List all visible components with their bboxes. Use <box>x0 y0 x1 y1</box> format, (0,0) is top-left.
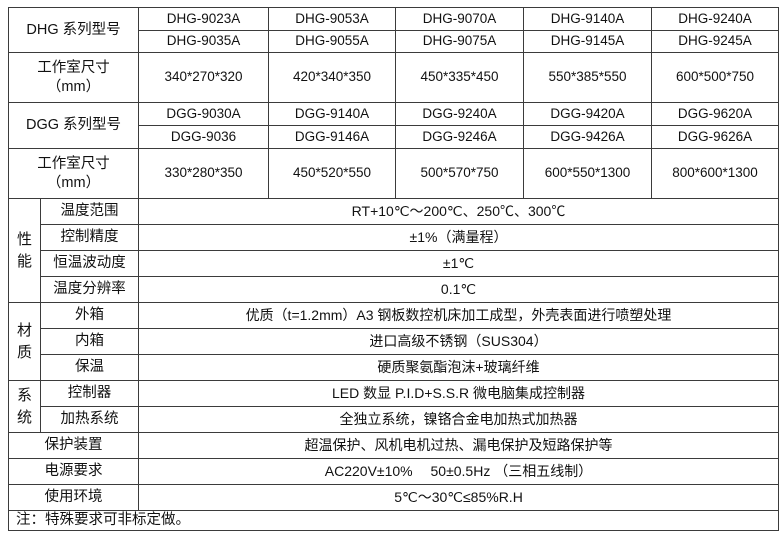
dhg-model-cell: DHG-9075A <box>395 30 524 53</box>
table-row: 恒温波动度 ±1℃ <box>9 250 779 277</box>
spec-value: ±1%（满量程） <box>138 224 779 251</box>
spec-value: ±1℃ <box>138 250 779 277</box>
dgg-model-cell: DGG-9036 <box>138 125 269 149</box>
table-row: DHG 系列型号 DHG-9023A DHG-9053A DHG-9070A D… <box>8 7 779 53</box>
table-row: DGG-9036 DGG-9146A DGG-9246A DGG-9426A D… <box>9 125 779 149</box>
dhg-model-cell: DHG-9053A <box>268 7 396 31</box>
dhg-dims-cell: 450*335*450 <box>395 52 524 103</box>
spec-value: 0.1℃ <box>138 276 779 303</box>
dhg-dims-cell: 340*270*320 <box>138 52 269 103</box>
dgg-model-cell: DGG-9146A <box>268 125 396 149</box>
table-row: DGG 系列型号 DGG-9030A DGG-9140A DGG-9240A D… <box>8 102 779 149</box>
table-row: 工作室尺寸 （mm） 340*270*320 420*340*350 450*3… <box>8 52 779 103</box>
table-row: 性能 温度范围 RT+10℃～200℃、250℃、300℃ <box>8 198 779 303</box>
spec-table: DHG 系列型号 DHG-9023A DHG-9053A DHG-9070A D… <box>8 7 779 531</box>
table-row: 控制精度 ±1%（满量程） <box>9 224 779 251</box>
dhg-model-cell: DHG-9055A <box>268 30 396 53</box>
spec-name: 控制器 <box>40 380 139 407</box>
table-row: 保护装置 超温保护、风机电机过热、漏电保护及短路保护等 <box>8 432 779 459</box>
dgg-model-cell: DGG-9240A <box>395 102 524 126</box>
spec-value: 全独立系统，镍铬合金电加热式加热器 <box>138 406 779 433</box>
table-row: 温度分辨率 0.1℃ <box>9 276 779 303</box>
table-row: 材质 外箱 优质（t=1.2mm）A3 钢板数控机床加工成型，外壳表面进行喷塑处… <box>8 302 779 381</box>
footnote: 注：特殊要求可非标定做。 <box>8 510 779 531</box>
spec-value: RT+10℃～200℃、250℃、300℃ <box>138 198 779 225</box>
dgg-series-header: DGG 系列型号 <box>8 102 139 149</box>
dhg-dims-cell: 600*500*750 <box>651 52 779 103</box>
dgg-dims-cell: 450*520*550 <box>268 148 396 199</box>
dhg-dims-header: 工作室尺寸 （mm） <box>8 52 139 103</box>
table-row: 工作室尺寸 （mm） 330*280*350 450*520*550 500*5… <box>8 148 779 199</box>
spec-value: 超温保护、风机电机过热、漏电保护及短路保护等 <box>138 432 779 459</box>
dgg-dims-header: 工作室尺寸 （mm） <box>8 148 139 199</box>
spec-name: 加热系统 <box>40 406 139 433</box>
dims-label-line1: 工作室尺寸 <box>37 60 110 77</box>
spec-name: 内箱 <box>40 328 139 355</box>
dhg-model-cell: DHG-9245A <box>651 30 779 53</box>
spec-name: 电源要求 <box>8 458 139 485</box>
spec-value: LED 数显 P.I.D+S.S.R 微电脑集成控制器 <box>138 380 779 407</box>
group-label-performance: 性能 <box>8 198 41 303</box>
dgg-model-cell: DGG-9140A <box>268 102 396 126</box>
spec-value: AC220V±10% 50±0.5Hz （三相五线制） <box>138 458 779 485</box>
dims-label-line1: 工作室尺寸 <box>37 156 110 173</box>
dhg-model-cell: DHG-9035A <box>138 30 269 53</box>
dgg-model-cell: DGG-9426A <box>523 125 652 149</box>
dgg-dims-cell: 330*280*350 <box>138 148 269 199</box>
dhg-dims-cell: 420*340*350 <box>268 52 396 103</box>
group-label-material: 材质 <box>8 302 41 381</box>
dgg-dims-cell: 800*600*1300 <box>651 148 779 199</box>
spec-name: 温度范围 <box>40 198 139 225</box>
table-row: 系统 控制器 LED 数显 P.I.D+S.S.R 微电脑集成控制器 <box>8 380 779 433</box>
dgg-model-cell: DGG-9030A <box>138 102 269 126</box>
spec-value: 优质（t=1.2mm）A3 钢板数控机床加工成型，外壳表面进行喷塑处理 <box>138 302 779 329</box>
dgg-dims-cell: 500*570*750 <box>395 148 524 199</box>
spec-name: 温度分辨率 <box>40 276 139 303</box>
spec-name: 恒温波动度 <box>40 250 139 277</box>
table-row: 注：特殊要求可非标定做。 <box>8 510 779 531</box>
spec-name: 保温 <box>40 354 139 381</box>
table-row: 电源要求 AC220V±10% 50±0.5Hz （三相五线制） <box>8 458 779 485</box>
dhg-model-cell: DHG-9145A <box>523 30 652 53</box>
dhg-model-cell: DHG-9023A <box>138 7 269 31</box>
dims-label-line2: （mm） <box>46 78 101 95</box>
dgg-dims-cell: 600*550*1300 <box>523 148 652 199</box>
dhg-dims-cell: 550*385*550 <box>523 52 652 103</box>
dhg-series-header: DHG 系列型号 <box>8 7 139 53</box>
table-row: 内箱 进口高级不锈钢（SUS304） <box>9 328 779 355</box>
spec-name: 使用环境 <box>8 484 139 511</box>
spec-name: 外箱 <box>40 302 139 329</box>
table-row: 保温 硬质聚氨酯泡沫+玻璃纤维 <box>9 354 779 381</box>
spec-value: 5℃～30℃≤85%R.H <box>138 484 779 511</box>
dgg-model-cell: DGG-9626A <box>651 125 779 149</box>
spec-name: 控制精度 <box>40 224 139 251</box>
spec-value: 进口高级不锈钢（SUS304） <box>138 328 779 355</box>
table-row: DHG-9035A DHG-9055A DHG-9075A DHG-9145A … <box>9 30 779 53</box>
dhg-model-cell: DHG-9140A <box>523 7 652 31</box>
group-label-system: 系统 <box>8 380 41 433</box>
dgg-model-cell: DGG-9246A <box>395 125 524 149</box>
table-row: 使用环境 5℃～30℃≤85%R.H <box>8 484 779 511</box>
dhg-model-cell: DHG-9240A <box>651 7 779 31</box>
table-row: 加热系统 全独立系统，镍铬合金电加热式加热器 <box>9 406 779 433</box>
spec-value: 硬质聚氨酯泡沫+玻璃纤维 <box>138 354 779 381</box>
spec-name: 保护装置 <box>8 432 139 459</box>
dhg-model-cell: DHG-9070A <box>395 7 524 31</box>
dgg-model-cell: DGG-9620A <box>651 102 779 126</box>
dims-label-line2: （mm） <box>46 174 101 191</box>
dgg-model-cell: DGG-9420A <box>523 102 652 126</box>
